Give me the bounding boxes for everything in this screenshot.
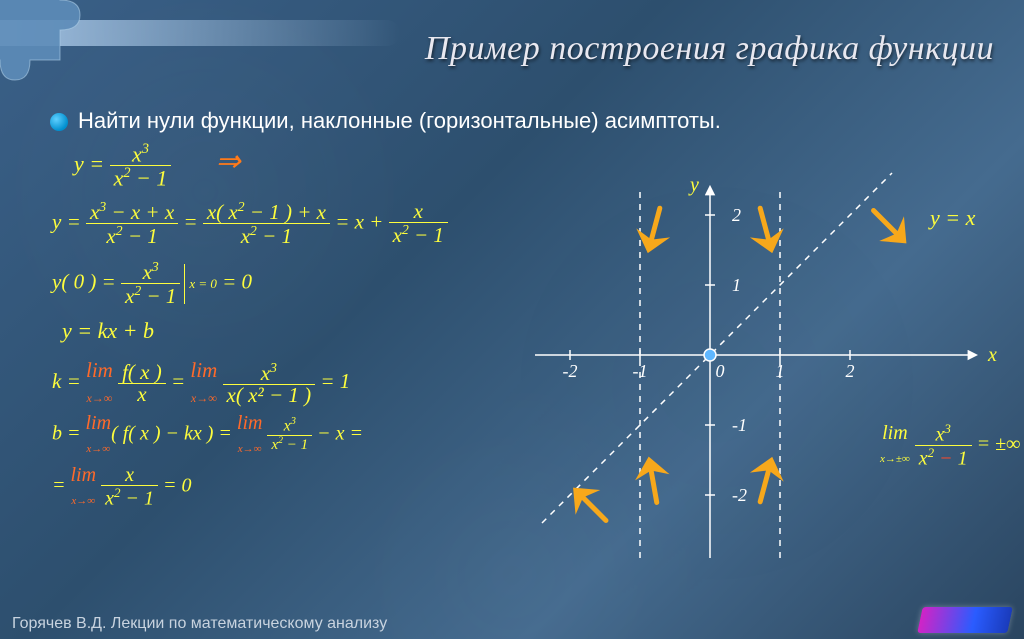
implies-arrow: ⇒	[215, 145, 240, 178]
eq-y-def: y = x3x2 − 1 ⇒	[74, 142, 241, 190]
svg-text:-2: -2	[563, 361, 578, 381]
ribbon-decoration	[917, 607, 1013, 633]
page-title: Пример построения графика функции	[425, 30, 994, 68]
eq-k: k = limx→∞ f( x )x = limx→∞ x3x( x² − 1 …	[52, 358, 350, 408]
svg-text:2: 2	[846, 361, 855, 381]
task-label: Найти нули функции, наклонные (горизонта…	[78, 108, 721, 133]
svg-text:2: 2	[732, 205, 741, 225]
svg-text:1: 1	[732, 275, 741, 295]
header-bar	[0, 20, 400, 46]
footer-credit: Горячев В.Д. Лекции по математическому а…	[12, 615, 387, 633]
bullet-icon	[50, 113, 68, 131]
puzzle-decoration	[0, 0, 110, 110]
eq-b2: = limx→∞ xx2 − 1 = 0	[52, 464, 191, 510]
eq-ykxb: y = kx + b	[62, 318, 154, 344]
svg-text:-1: -1	[732, 415, 747, 435]
svg-text:x: x	[987, 344, 997, 366]
eq-b: b = limx→∞( f( x ) − kx ) = limx→∞ x3x2 …	[52, 412, 363, 458]
eq-expand: y = x3 − x + xx2 − 1 = x( x2 − 1 ) + xx2…	[52, 200, 448, 247]
task-text: Найти нули функции, наклонные (горизонта…	[50, 108, 721, 134]
svg-text:-2: -2	[732, 485, 747, 505]
coordinate-chart: -2-1012-2-112xy	[520, 155, 1000, 585]
svg-text:y: y	[688, 174, 699, 196]
eq-y0: y( 0 ) = x3x2 − 1x = 0 = 0	[52, 260, 252, 307]
svg-text:0: 0	[716, 361, 725, 381]
